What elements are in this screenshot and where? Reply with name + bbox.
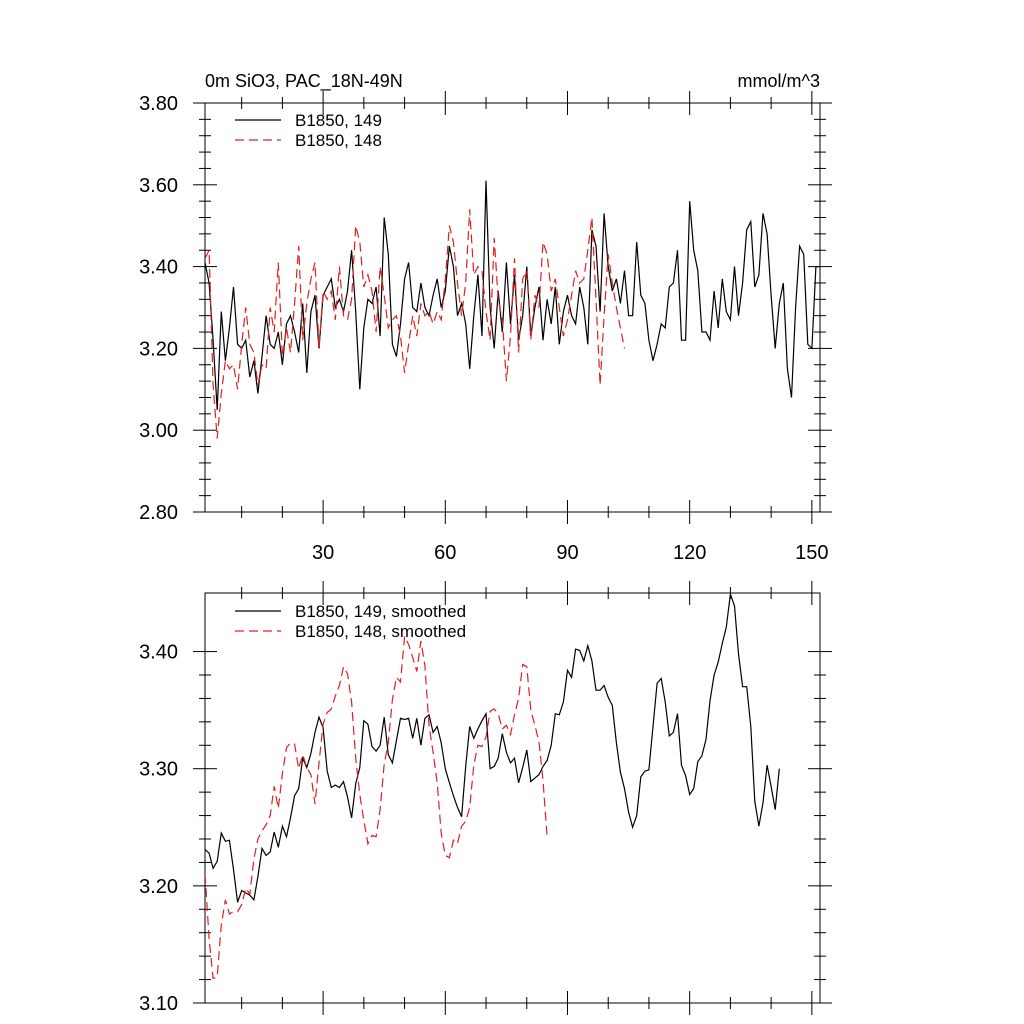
x-tick-label: 60 <box>434 542 456 564</box>
y-tick-label: 3.80 <box>139 93 178 115</box>
x-tick-label: 90 <box>556 542 578 564</box>
y-tick-label: 3.40 <box>139 257 178 279</box>
legend-entry: B1850, 148 <box>295 131 382 150</box>
x-tick-label: 120 <box>673 542 706 564</box>
plot-frame <box>204 592 821 1004</box>
plot-frame <box>204 102 821 513</box>
y-tick-label: 3.10 <box>139 993 178 1015</box>
y-tick-label: 2.80 <box>139 502 178 524</box>
series-line-b1850-148 <box>205 209 626 439</box>
units-label: mmol/m^3 <box>738 71 820 91</box>
x-tick-label: 30 <box>312 542 334 564</box>
series-line-b1850-149 <box>205 180 820 410</box>
series-line-b1850-149 <box>205 594 780 903</box>
y-tick-label: 3.20 <box>139 338 178 360</box>
y-tick-label: 3.30 <box>139 759 178 781</box>
x-tick-label: 150 <box>795 542 828 564</box>
top-panel: 0m SiO3, PAC_18N-49N mmol/m^3 2.80 3.00 3.… <box>139 71 832 564</box>
legend-entry: B1850, 149 <box>295 111 382 130</box>
bottom-panel: 3.10 3.20 3.30 3.40 B1850, 149, smoothedB185… <box>139 581 832 1015</box>
chart-title: 0m SiO3, PAC_18N-49N <box>205 71 403 92</box>
y-tick-label: 3.00 <box>139 420 178 442</box>
y-tick-label: 3.20 <box>139 876 178 898</box>
y-tick-label: 3.40 <box>139 642 178 664</box>
legend-entry: B1850, 148, smoothed <box>295 622 466 641</box>
series-line-b1850-148 <box>205 634 548 980</box>
legend-entry: B1850, 149, smoothed <box>295 602 466 621</box>
y-tick-label: 3.60 <box>139 175 178 197</box>
